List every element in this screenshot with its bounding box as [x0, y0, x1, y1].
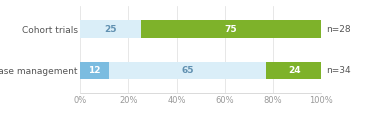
Text: 12: 12: [88, 66, 101, 75]
Bar: [80, 20, 141, 38]
Bar: [80, 62, 109, 79]
Bar: [109, 62, 266, 79]
Text: n=28: n=28: [326, 25, 351, 34]
Text: 65: 65: [181, 66, 194, 75]
Text: n=34: n=34: [326, 66, 351, 75]
Text: 25: 25: [104, 25, 117, 34]
Bar: [266, 62, 324, 79]
Text: 75: 75: [224, 25, 237, 34]
Bar: [141, 20, 321, 38]
Text: 24: 24: [288, 66, 301, 75]
